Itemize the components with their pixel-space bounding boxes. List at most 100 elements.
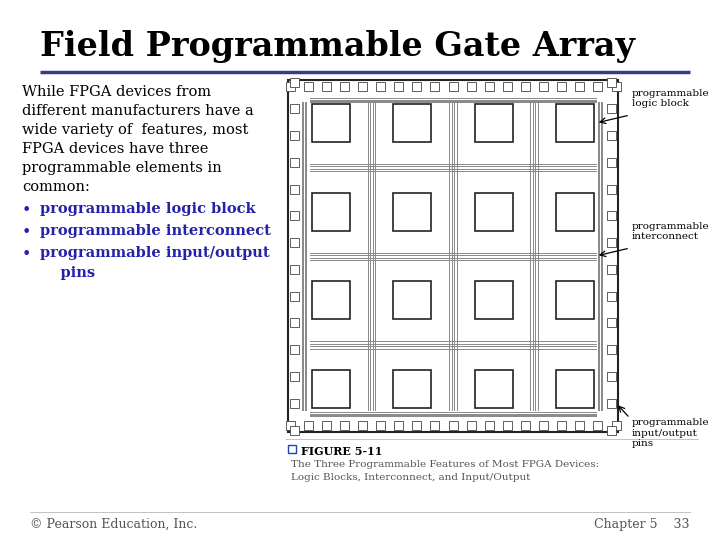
Bar xyxy=(611,82,621,91)
Text: Chapter 5    33: Chapter 5 33 xyxy=(595,518,690,531)
Text: FIGURE 5-11: FIGURE 5-11 xyxy=(301,446,382,457)
Bar xyxy=(312,370,350,408)
Bar xyxy=(393,104,431,142)
Text: programmable
interconnect: programmable interconnect xyxy=(632,221,710,241)
Bar xyxy=(393,281,431,319)
Text: Field Programmable Gate Array: Field Programmable Gate Array xyxy=(40,30,635,63)
Bar xyxy=(575,82,584,91)
Bar xyxy=(290,426,299,435)
Bar xyxy=(521,82,530,91)
Bar xyxy=(304,421,312,430)
Bar xyxy=(557,82,566,91)
Text: different manufacturers have a: different manufacturers have a xyxy=(22,104,253,118)
Bar xyxy=(485,82,494,91)
Text: programmable
input/output
pins: programmable input/output pins xyxy=(632,418,710,448)
Bar xyxy=(358,82,367,91)
Bar xyxy=(607,372,616,381)
Bar xyxy=(593,82,603,91)
Bar xyxy=(290,211,299,220)
Bar xyxy=(593,421,603,430)
Bar xyxy=(607,78,616,86)
Text: programmable input/output: programmable input/output xyxy=(40,246,269,260)
Bar xyxy=(474,104,513,142)
Bar xyxy=(607,345,616,354)
Bar xyxy=(607,211,616,220)
Bar xyxy=(290,238,299,247)
Bar xyxy=(304,82,312,91)
Bar xyxy=(467,421,476,430)
Bar xyxy=(376,82,385,91)
Bar xyxy=(290,104,299,113)
Bar xyxy=(607,319,616,327)
Bar xyxy=(322,82,330,91)
Text: © Pearson Education, Inc.: © Pearson Education, Inc. xyxy=(30,518,197,531)
Text: programmable
logic block: programmable logic block xyxy=(632,89,710,108)
Text: The Three Programmable Features of Most FPGA Devices:: The Three Programmable Features of Most … xyxy=(291,460,599,469)
Bar xyxy=(290,292,299,301)
Bar xyxy=(607,399,616,408)
Bar xyxy=(340,82,348,91)
Bar xyxy=(503,421,512,430)
Bar xyxy=(290,131,299,140)
Bar xyxy=(290,319,299,327)
Bar xyxy=(358,421,367,430)
Bar xyxy=(474,370,513,408)
Bar xyxy=(290,265,299,274)
Bar xyxy=(556,104,594,142)
Bar xyxy=(521,421,530,430)
Bar xyxy=(557,421,566,430)
Text: Logic Blocks, Interconnect, and Input/Output: Logic Blocks, Interconnect, and Input/Ou… xyxy=(291,473,531,482)
Bar xyxy=(556,193,594,231)
Text: pins: pins xyxy=(40,266,95,280)
Bar xyxy=(290,78,299,86)
Text: programmable elements in: programmable elements in xyxy=(22,161,222,175)
Bar xyxy=(394,421,403,430)
Bar xyxy=(312,281,350,319)
Bar xyxy=(322,421,330,430)
Bar xyxy=(474,281,513,319)
Bar xyxy=(607,265,616,274)
Bar xyxy=(286,421,294,430)
Bar xyxy=(393,370,431,408)
Bar xyxy=(286,82,294,91)
Bar xyxy=(467,82,476,91)
Text: While FPGA devices from: While FPGA devices from xyxy=(22,85,211,99)
Text: programmable logic block: programmable logic block xyxy=(40,202,256,216)
Bar xyxy=(607,292,616,301)
Bar xyxy=(607,104,616,113)
Text: •: • xyxy=(22,202,32,219)
Bar xyxy=(431,421,439,430)
Bar xyxy=(394,82,403,91)
Bar xyxy=(340,421,348,430)
Bar xyxy=(449,421,457,430)
Text: programmable interconnect: programmable interconnect xyxy=(40,224,271,238)
Bar xyxy=(288,445,296,453)
Text: •: • xyxy=(22,224,32,241)
Bar xyxy=(449,82,457,91)
Bar xyxy=(290,158,299,167)
Bar xyxy=(611,421,621,430)
Bar xyxy=(503,82,512,91)
Bar xyxy=(575,421,584,430)
Bar xyxy=(413,82,421,91)
Bar xyxy=(393,193,431,231)
Text: FPGA devices have three: FPGA devices have three xyxy=(22,142,208,156)
Bar xyxy=(376,421,385,430)
Bar xyxy=(485,421,494,430)
Bar xyxy=(556,370,594,408)
Bar xyxy=(556,281,594,319)
Bar xyxy=(431,82,439,91)
Text: •: • xyxy=(22,246,32,263)
Bar xyxy=(312,193,350,231)
Bar xyxy=(607,158,616,167)
Bar xyxy=(290,372,299,381)
Bar xyxy=(290,399,299,408)
Text: common:: common: xyxy=(22,180,90,194)
Bar xyxy=(607,238,616,247)
Bar xyxy=(290,345,299,354)
Bar xyxy=(539,421,548,430)
Bar xyxy=(288,80,618,432)
Bar xyxy=(607,131,616,140)
Bar xyxy=(474,193,513,231)
Bar xyxy=(539,82,548,91)
